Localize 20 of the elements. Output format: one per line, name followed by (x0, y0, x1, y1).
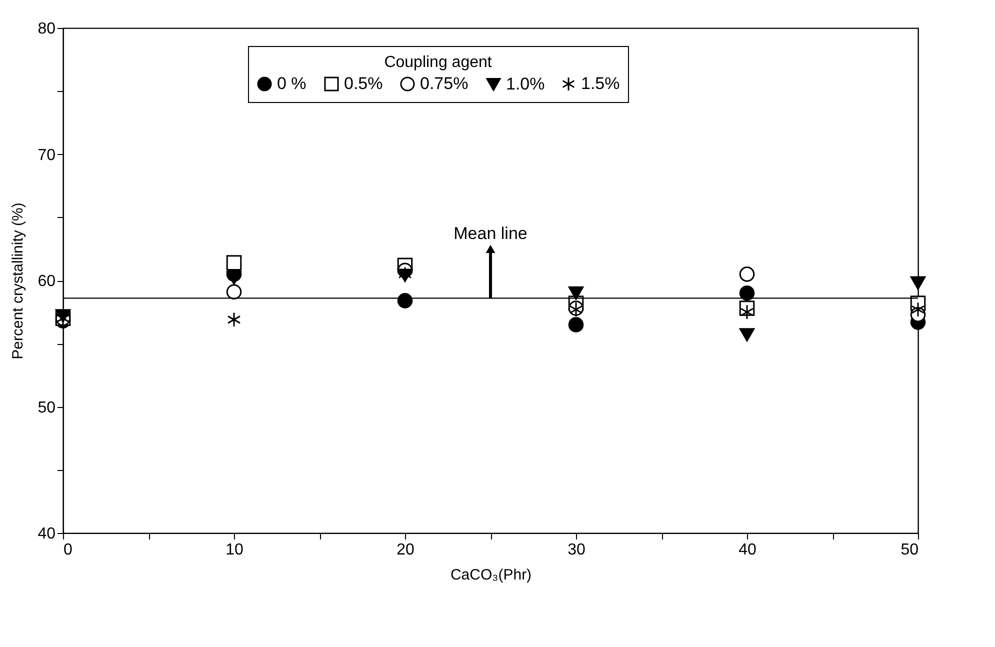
y-tick-label: 80 (38, 20, 56, 38)
y-tick-label: 50 (38, 399, 56, 416)
y-tick-label: 70 (38, 146, 56, 164)
legend-label: 0 % (277, 74, 306, 93)
x-tick-label: 0 (64, 542, 72, 558)
x-tick-label: 40 (738, 542, 756, 558)
x-tick-label: 50 (900, 542, 919, 558)
x-tick-label: 20 (396, 542, 414, 558)
y-tick-label: 60 (38, 273, 56, 290)
legend-title: Coupling agent (384, 54, 492, 71)
legend-label: 0.75% (420, 74, 468, 93)
x-tick-label: 10 (226, 542, 244, 558)
legend-label: 1.5% (581, 74, 620, 93)
y-axis-title: Percent crystallinity (%) (10, 202, 27, 360)
legend-label: 0.5% (344, 74, 383, 93)
x-tick-label: 30 (568, 542, 586, 558)
y-tick-label: 40 (38, 526, 56, 542)
legend-label: 1.0% (506, 74, 545, 94)
x-axis-title: CaCO₃(Phr) (450, 566, 532, 584)
annotation: Mean line (454, 224, 528, 243)
